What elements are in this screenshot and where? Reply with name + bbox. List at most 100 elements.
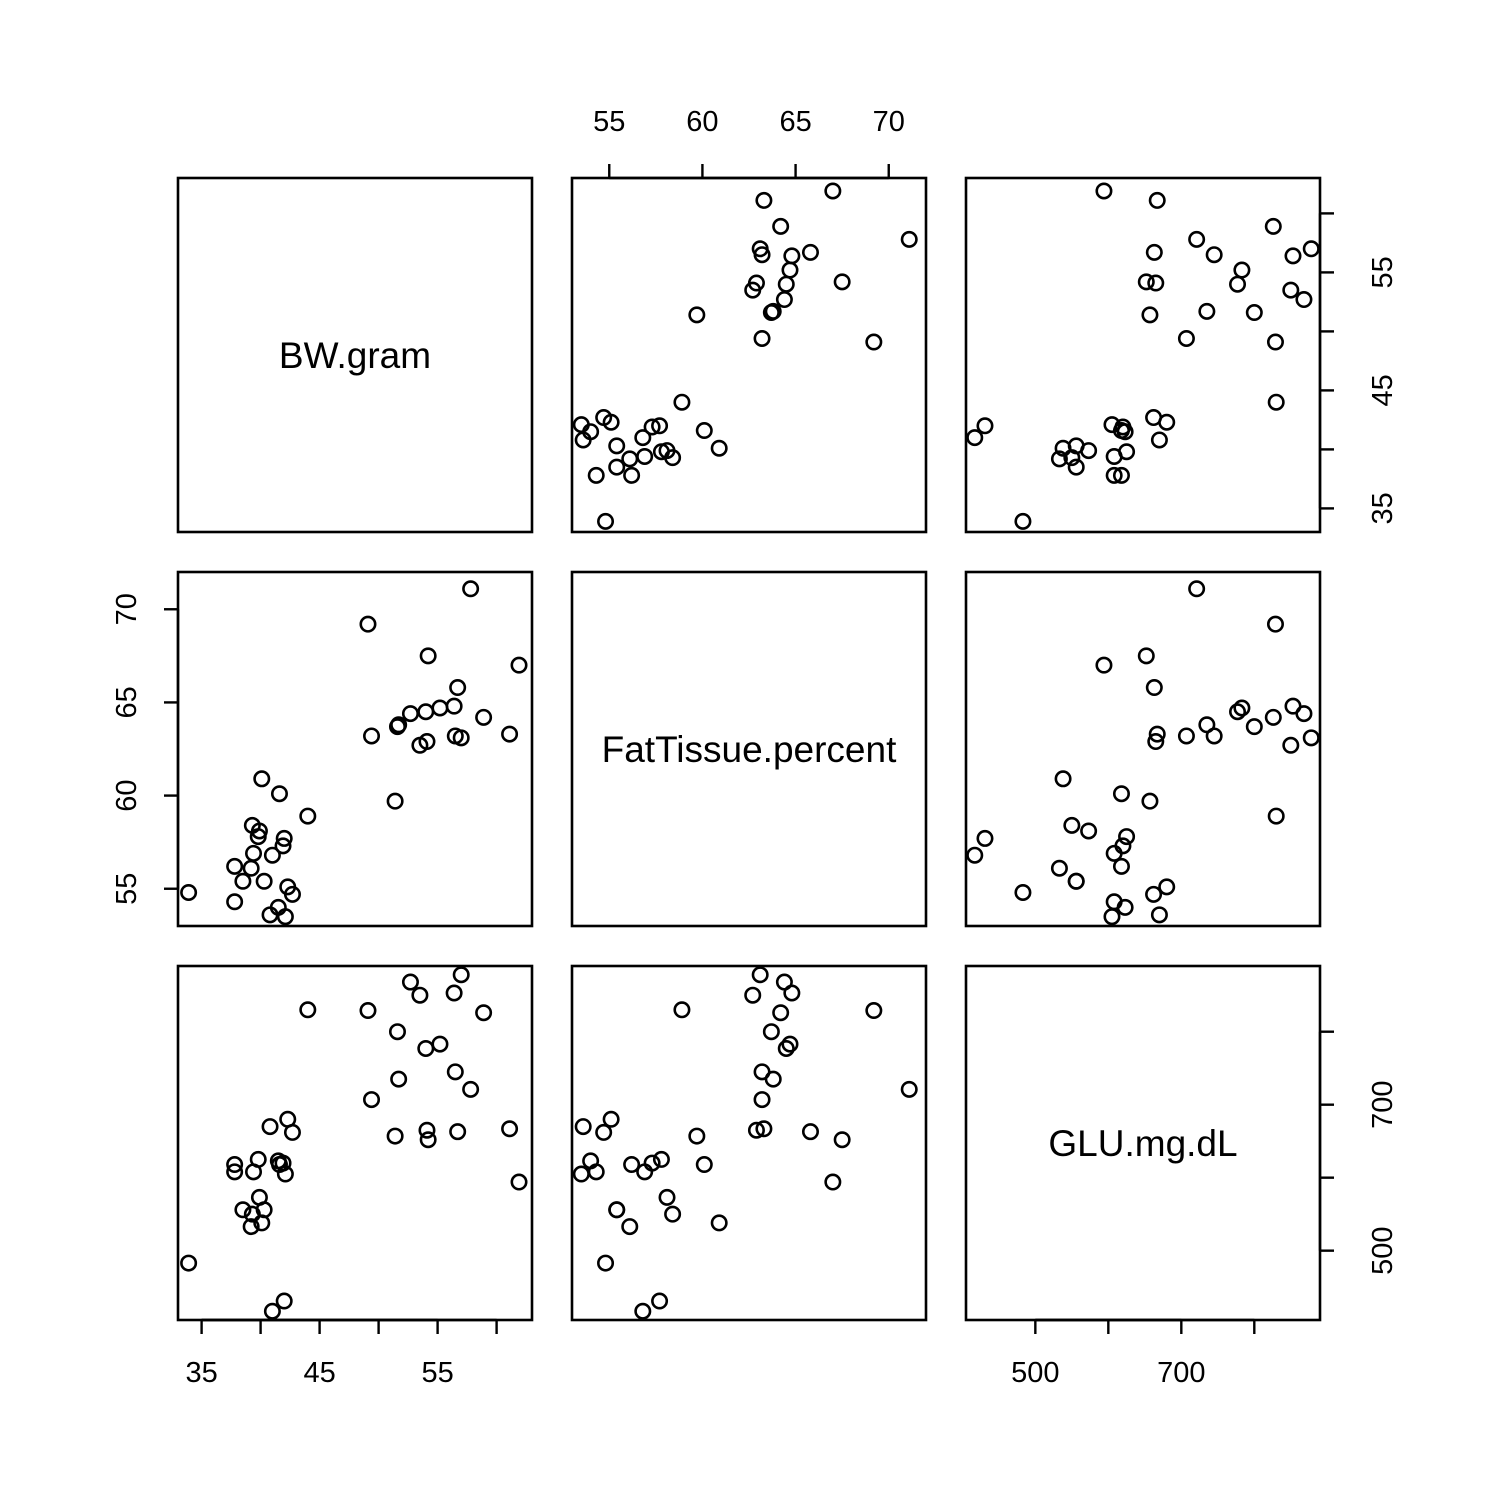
data-point [1245, 718, 1263, 736]
data-point [462, 1080, 480, 1098]
data-point [401, 973, 419, 991]
data-point [621, 1218, 639, 1236]
data-point [275, 1292, 293, 1310]
data-point [1095, 656, 1113, 674]
data-point [1229, 275, 1247, 293]
data-point [1245, 304, 1263, 322]
data-point [226, 1156, 244, 1174]
data-point [1103, 908, 1121, 926]
data-point [401, 705, 419, 723]
data-point [833, 273, 851, 291]
data-point [419, 647, 437, 665]
top-tick-label: 55 [593, 106, 625, 138]
data-point [900, 1080, 918, 1098]
data-point [249, 1150, 267, 1168]
data-point [976, 829, 994, 847]
data-point [865, 333, 883, 351]
top-tick-label: 65 [779, 106, 811, 138]
data-point [608, 458, 626, 476]
data-point [449, 1123, 467, 1141]
data-point [283, 1123, 301, 1141]
data-point [574, 1118, 592, 1136]
data-point [587, 466, 605, 484]
data-point [755, 1120, 773, 1138]
data-point [634, 429, 652, 447]
data-point [783, 984, 801, 1002]
data-point [1158, 878, 1176, 896]
data-point [501, 1120, 519, 1138]
data-point [755, 191, 773, 209]
data-point [1147, 274, 1165, 292]
x-tick-label: 55 [421, 1357, 453, 1389]
data-point [572, 416, 590, 434]
diagonal-label-glu-mg-dl: GLU.mg.dL [1048, 1123, 1237, 1164]
data-point [283, 885, 301, 903]
data-point [446, 1063, 464, 1081]
data-point [572, 1165, 590, 1183]
data-point [1267, 393, 1285, 411]
data-point [744, 986, 762, 1004]
data-point [1014, 512, 1032, 530]
data-point [775, 291, 793, 309]
data-point [1233, 699, 1251, 717]
data-point [242, 859, 260, 877]
panel-frame-2-3 [964, 570, 1322, 928]
data-point [418, 733, 436, 751]
data-point [1145, 885, 1163, 903]
data-point [1295, 291, 1313, 309]
data-point [359, 1002, 377, 1020]
data-point [261, 1118, 279, 1136]
data-point [431, 699, 449, 717]
data-point [1264, 708, 1282, 726]
data-point [1205, 727, 1223, 745]
data-point [966, 429, 984, 447]
data-point [390, 1070, 408, 1088]
top-tick-label: 60 [686, 106, 718, 138]
data-point [753, 1091, 771, 1109]
data-point [1284, 697, 1302, 715]
data-point [1177, 727, 1195, 745]
data-point [250, 822, 268, 840]
data-point [753, 1063, 771, 1081]
data-point [651, 1292, 669, 1310]
data-point [1148, 191, 1166, 209]
data-point [363, 727, 381, 745]
data-point [449, 679, 467, 697]
data-point [1205, 246, 1223, 264]
panel-frame-3-2 [570, 964, 928, 1322]
data-point [710, 1214, 728, 1232]
data-point [253, 770, 271, 788]
data-point [1145, 243, 1163, 261]
data-point [781, 1035, 799, 1053]
data-point [263, 1302, 281, 1320]
data-point [1114, 837, 1132, 855]
data-point [710, 439, 728, 457]
data-point [900, 230, 918, 248]
data-point [1067, 458, 1085, 476]
data-point [1137, 647, 1155, 665]
data-point [275, 829, 293, 847]
data-point [623, 1156, 641, 1174]
data-point [747, 274, 765, 292]
data-point [824, 182, 842, 200]
data-point [695, 1156, 713, 1174]
data-point [1229, 703, 1247, 721]
data-point [1067, 872, 1085, 890]
data-point [411, 986, 429, 1004]
data-point [747, 1121, 765, 1139]
data-point [431, 1035, 449, 1053]
data-point [1067, 437, 1085, 455]
data-point [255, 872, 273, 890]
data-point [1118, 828, 1136, 846]
data-point [824, 1173, 842, 1191]
panel-frame-2-2 [570, 570, 928, 928]
data-point [1054, 770, 1072, 788]
data-point [1103, 416, 1121, 434]
data-point [621, 450, 639, 468]
data-point [772, 217, 790, 235]
right-tick-label: 45 [1367, 374, 1399, 406]
data-point [772, 1004, 790, 1022]
data-point [445, 697, 463, 715]
data-point [751, 240, 769, 258]
data-point [1145, 409, 1163, 427]
